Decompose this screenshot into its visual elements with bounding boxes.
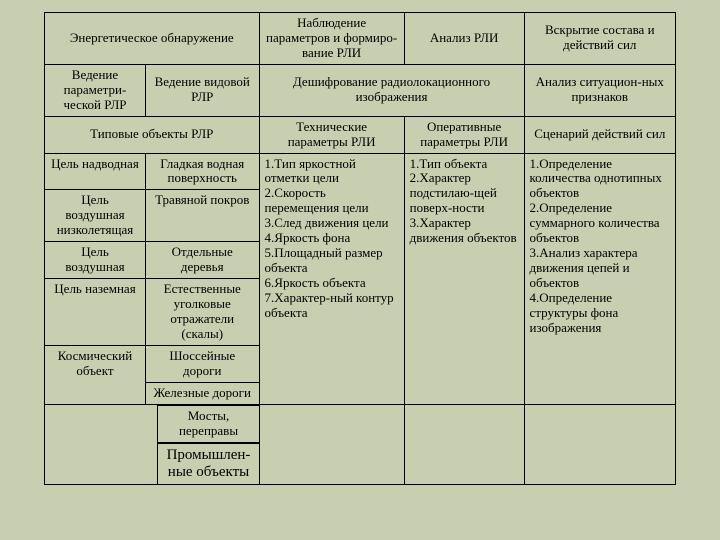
- cell-typical: Типовые объекты РЛР: [45, 116, 260, 153]
- cell-tech-params: Технические параметры РЛИ: [259, 116, 404, 153]
- colD: 1.Тип объекта 2.Характер подстилаю-щей п…: [404, 153, 524, 404]
- colB-1: Травяной покров: [145, 190, 259, 242]
- hdr-reveal: Вскрытие состава и действий сил: [524, 13, 675, 65]
- main-table: Энергетическое обнаружение Наблюдение па…: [44, 12, 676, 485]
- bottom-2: Промышлен-ные объекты: [158, 443, 259, 484]
- table-row: Энергетическое обнаружение Наблюдение па…: [45, 13, 676, 65]
- cell-vid-rlr: Ведение видовой РЛР: [145, 64, 259, 116]
- colB-5: Железные дороги: [145, 382, 259, 404]
- colB-0: Гладкая водная поверхность: [145, 153, 259, 190]
- colA-4: Космический объект: [45, 345, 146, 404]
- colB-4: Шоссейные дороги: [145, 345, 259, 382]
- table-row: Мосты, переправы: [45, 404, 676, 442]
- colB-3: Естественные уголковые отражатели (скалы…: [145, 279, 259, 346]
- table-row: Цель надводная Гладкая водная поверхност…: [45, 153, 676, 190]
- table-row: Ведение параметри-ческой РЛР Ведение вид…: [45, 64, 676, 116]
- cell-param-rlr: Ведение параметри-ческой РЛР: [45, 64, 146, 116]
- empty-c: [259, 404, 404, 484]
- colE: 1.Определение количества однотипных объе…: [524, 153, 675, 404]
- hdr-analysis: Анализ РЛИ: [404, 13, 524, 65]
- hdr-energy: Энергетическое обнаружение: [45, 13, 260, 65]
- colC: 1.Тип яркостной отметки цели 2.Скорость …: [259, 153, 404, 404]
- colA-3: Цель наземная: [45, 279, 146, 346]
- empty-d: [404, 404, 524, 484]
- colA-0: Цель надводная: [45, 153, 146, 190]
- hdr-observe: Наблюдение параметров и формиро-вание РЛ…: [259, 13, 404, 65]
- colB-2: Отдельные деревья: [145, 242, 259, 279]
- cell-situation: Анализ ситуацион-ных признаков: [524, 64, 675, 116]
- cell-oper-params: Оперативные параметры РЛИ: [404, 116, 524, 153]
- cell-decrypt: Дешифрование радиолокационного изображен…: [259, 64, 524, 116]
- bottom-1: Мосты, переправы: [158, 405, 259, 442]
- cell-scenario: Сценарий действий сил: [524, 116, 675, 153]
- table-row: Типовые объекты РЛР Технические параметр…: [45, 116, 676, 153]
- colA-1: Цель воздушная низколетящая: [45, 190, 146, 242]
- colA-2: Цель воздушная: [45, 242, 146, 279]
- empty-e: [524, 404, 675, 484]
